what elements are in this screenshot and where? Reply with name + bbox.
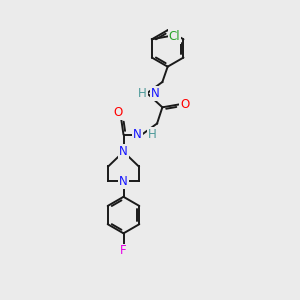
Text: H: H: [138, 87, 147, 100]
Text: O: O: [180, 98, 189, 111]
Text: H: H: [148, 128, 156, 141]
Text: N: N: [119, 145, 128, 158]
Text: N: N: [119, 175, 128, 188]
Text: F: F: [120, 244, 127, 257]
Text: N: N: [133, 128, 142, 141]
Text: Cl: Cl: [169, 30, 180, 43]
Text: N: N: [151, 87, 160, 100]
Text: O: O: [113, 106, 122, 119]
